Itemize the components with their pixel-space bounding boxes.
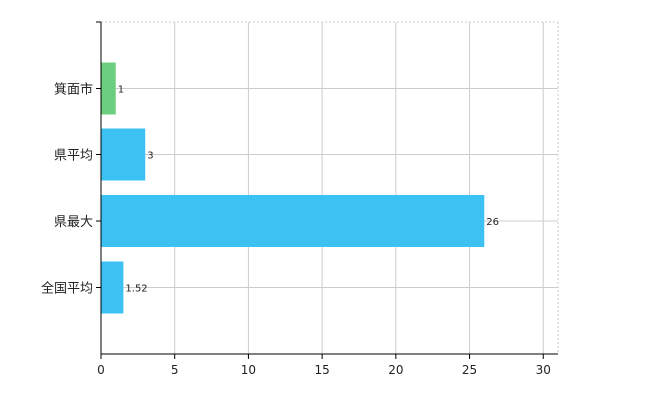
category-label-3: 全国平均 <box>41 281 93 297</box>
data-label-0: 1 <box>118 85 124 96</box>
bars-group <box>101 62 485 314</box>
category-label-2: 県最大 <box>54 215 93 230</box>
category-label-1: 県平均 <box>54 149 93 164</box>
x-tick-label-5: 5 <box>171 363 179 377</box>
bar-1 <box>101 128 146 181</box>
x-tick-label-0: 0 <box>97 363 105 377</box>
x-tick-label-30: 30 <box>536 363 551 377</box>
data-label-2: 26 <box>486 217 499 228</box>
data-label-3: 1.52 <box>125 284 147 295</box>
x-tick-label-10: 10 <box>241 363 256 377</box>
bar-2 <box>101 195 485 247</box>
x-tick-label-15: 15 <box>314 363 329 377</box>
x-tick-label-20: 20 <box>388 363 403 377</box>
bar-3 <box>101 261 124 314</box>
data-label-1: 3 <box>147 151 153 162</box>
axes <box>96 21 558 359</box>
bar-0 <box>101 62 116 115</box>
category-label-0: 箕面市 <box>54 82 93 98</box>
grid-lines <box>101 21 559 354</box>
x-tick-label-25: 25 <box>462 363 477 377</box>
